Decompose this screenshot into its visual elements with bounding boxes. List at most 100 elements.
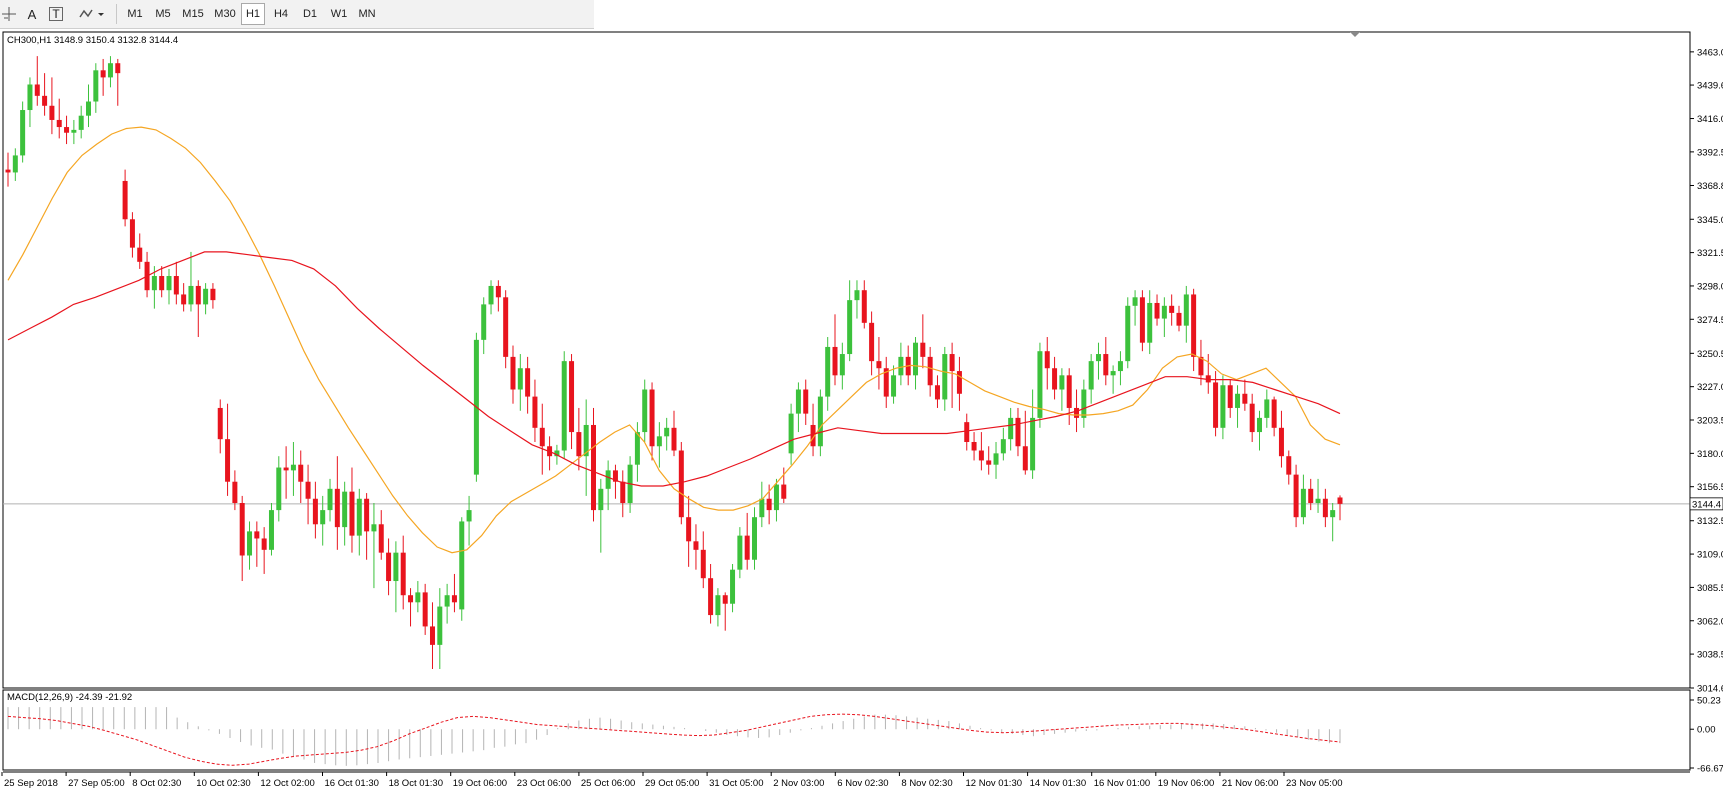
y-tick-label: 3321.5 (1697, 248, 1723, 259)
x-tick-label: 25 Oct 06:00 (581, 778, 635, 789)
candle-bear (349, 491, 355, 536)
x-tick-label: 27 Sep 05:00 (68, 778, 125, 789)
x-tick-label: 10 Oct 02:30 (196, 778, 250, 789)
candle-bear (195, 285, 201, 305)
candle-bear (364, 498, 370, 532)
candle-bear (1227, 385, 1233, 408)
candle-bear (305, 481, 311, 499)
candle-bull (773, 484, 779, 511)
y-tick-label: 3180.0 (1697, 449, 1723, 460)
y-tick-label: 3416.0 (1697, 114, 1723, 125)
candle-bear (334, 488, 340, 528)
timeframe-h1[interactable]: H1 (241, 3, 265, 25)
candle-bear (700, 549, 706, 579)
candle-bear (781, 484, 787, 499)
candle-bear (225, 439, 231, 482)
candle-bear (934, 385, 940, 400)
macd-signal-line (7, 713, 1341, 766)
timeframe-m15[interactable]: M15 (182, 8, 204, 20)
candle-bull (1088, 361, 1094, 390)
ma-slow-line (7, 251, 1341, 487)
timeframe-w1[interactable]: W1 (330, 8, 348, 20)
candle-bull (1110, 371, 1116, 376)
candle-bull (942, 354, 948, 400)
candle-bear (137, 247, 143, 262)
candle-bull (795, 389, 801, 414)
candle-bull (444, 595, 450, 607)
candle-bull (1008, 417, 1014, 440)
candle-bear (254, 531, 260, 539)
candle-bull (268, 510, 274, 550)
timeframe-mn[interactable]: MN (358, 8, 376, 20)
candle-bear (1103, 354, 1109, 376)
candle-bull (854, 290, 860, 301)
candle-bull (320, 510, 326, 525)
candle-bull (107, 63, 113, 78)
candle-bear (115, 63, 121, 74)
candle-bear (883, 368, 889, 397)
timeframe-m1[interactable]: M1 (127, 8, 143, 20)
shift-marker[interactable] (1350, 32, 1360, 37)
candle-bull (993, 453, 999, 465)
candle-bull (737, 535, 743, 570)
candle-bear (503, 297, 509, 357)
candle-bear (5, 169, 11, 173)
candle-bear (612, 470, 618, 482)
y-tick-label: 3274.5 (1697, 315, 1723, 326)
x-tick-label: 23 Nov 05:00 (1286, 778, 1343, 789)
candle-bear (920, 342, 926, 357)
timeframe-m5[interactable]: M5 (155, 8, 171, 20)
candle-bear (986, 460, 992, 465)
candle-bull (1081, 389, 1087, 418)
candle-bull (1264, 399, 1270, 418)
candle-bull (642, 389, 648, 433)
current-price-label: 3144.4 (1692, 499, 1721, 510)
x-tick-label: 8 Oct 02:30 (132, 778, 181, 789)
candle-bull (1059, 375, 1065, 390)
candle-bear (810, 424, 816, 447)
candle-bear (429, 626, 435, 645)
timeframe-h4[interactable]: H4 (273, 8, 289, 20)
candle-bear (261, 538, 267, 550)
candle-bear (539, 427, 545, 447)
candle-bear (671, 427, 677, 451)
timeframe-d1[interactable]: D1 (302, 8, 318, 20)
candle-bear (1169, 305, 1175, 313)
y-tick-label: 3014.6 (1697, 684, 1723, 695)
candle-bear (876, 361, 882, 369)
candle-bear (1176, 312, 1182, 326)
candle-bull (393, 552, 399, 582)
candle-bull (1132, 297, 1138, 306)
text-icon[interactable]: A (27, 6, 37, 22)
candle-bull (788, 413, 794, 454)
candle-bear (34, 84, 40, 96)
text-label-icon[interactable]: T (49, 7, 63, 21)
candle-bear (181, 294, 187, 305)
candle-bear (1278, 427, 1284, 457)
chart-toolbar: A T M1 M5 M15 M30 H1 H4 D1 W1 MN (0, 0, 594, 29)
candle-bear (1286, 456, 1292, 475)
candle-bull (605, 470, 611, 489)
crosshair-icon[interactable] (0, 3, 18, 25)
candle-bull (1330, 510, 1336, 518)
candle-bear (869, 322, 875, 362)
candle-bear (590, 424, 596, 511)
candle-bull (634, 432, 640, 465)
candle-bear (173, 276, 179, 295)
y-tick-label: 3203.5 (1697, 416, 1723, 427)
draw-tools-icon[interactable] (76, 3, 108, 25)
x-tick-label: 25 Sep 2018 (4, 778, 58, 789)
candle-bear (744, 535, 750, 560)
candle-bear (1213, 382, 1219, 428)
candle-bull (891, 375, 897, 397)
timeframe-m30[interactable]: M30 (214, 8, 236, 20)
candle-bull (1300, 488, 1306, 518)
candle-bear (159, 276, 165, 291)
y-tick-label: 3463.0 (1697, 47, 1723, 58)
candle-bull (847, 300, 853, 355)
chart-area: 3463.0 3439.6 3416.0 3392.5 3368.8 3345.0 3321… (1, 31, 1723, 789)
candle-bear (217, 407, 223, 440)
x-tick-label: 18 Oct 01:30 (389, 778, 443, 789)
candle-bear (1198, 356, 1204, 376)
candle-bear (49, 105, 55, 120)
